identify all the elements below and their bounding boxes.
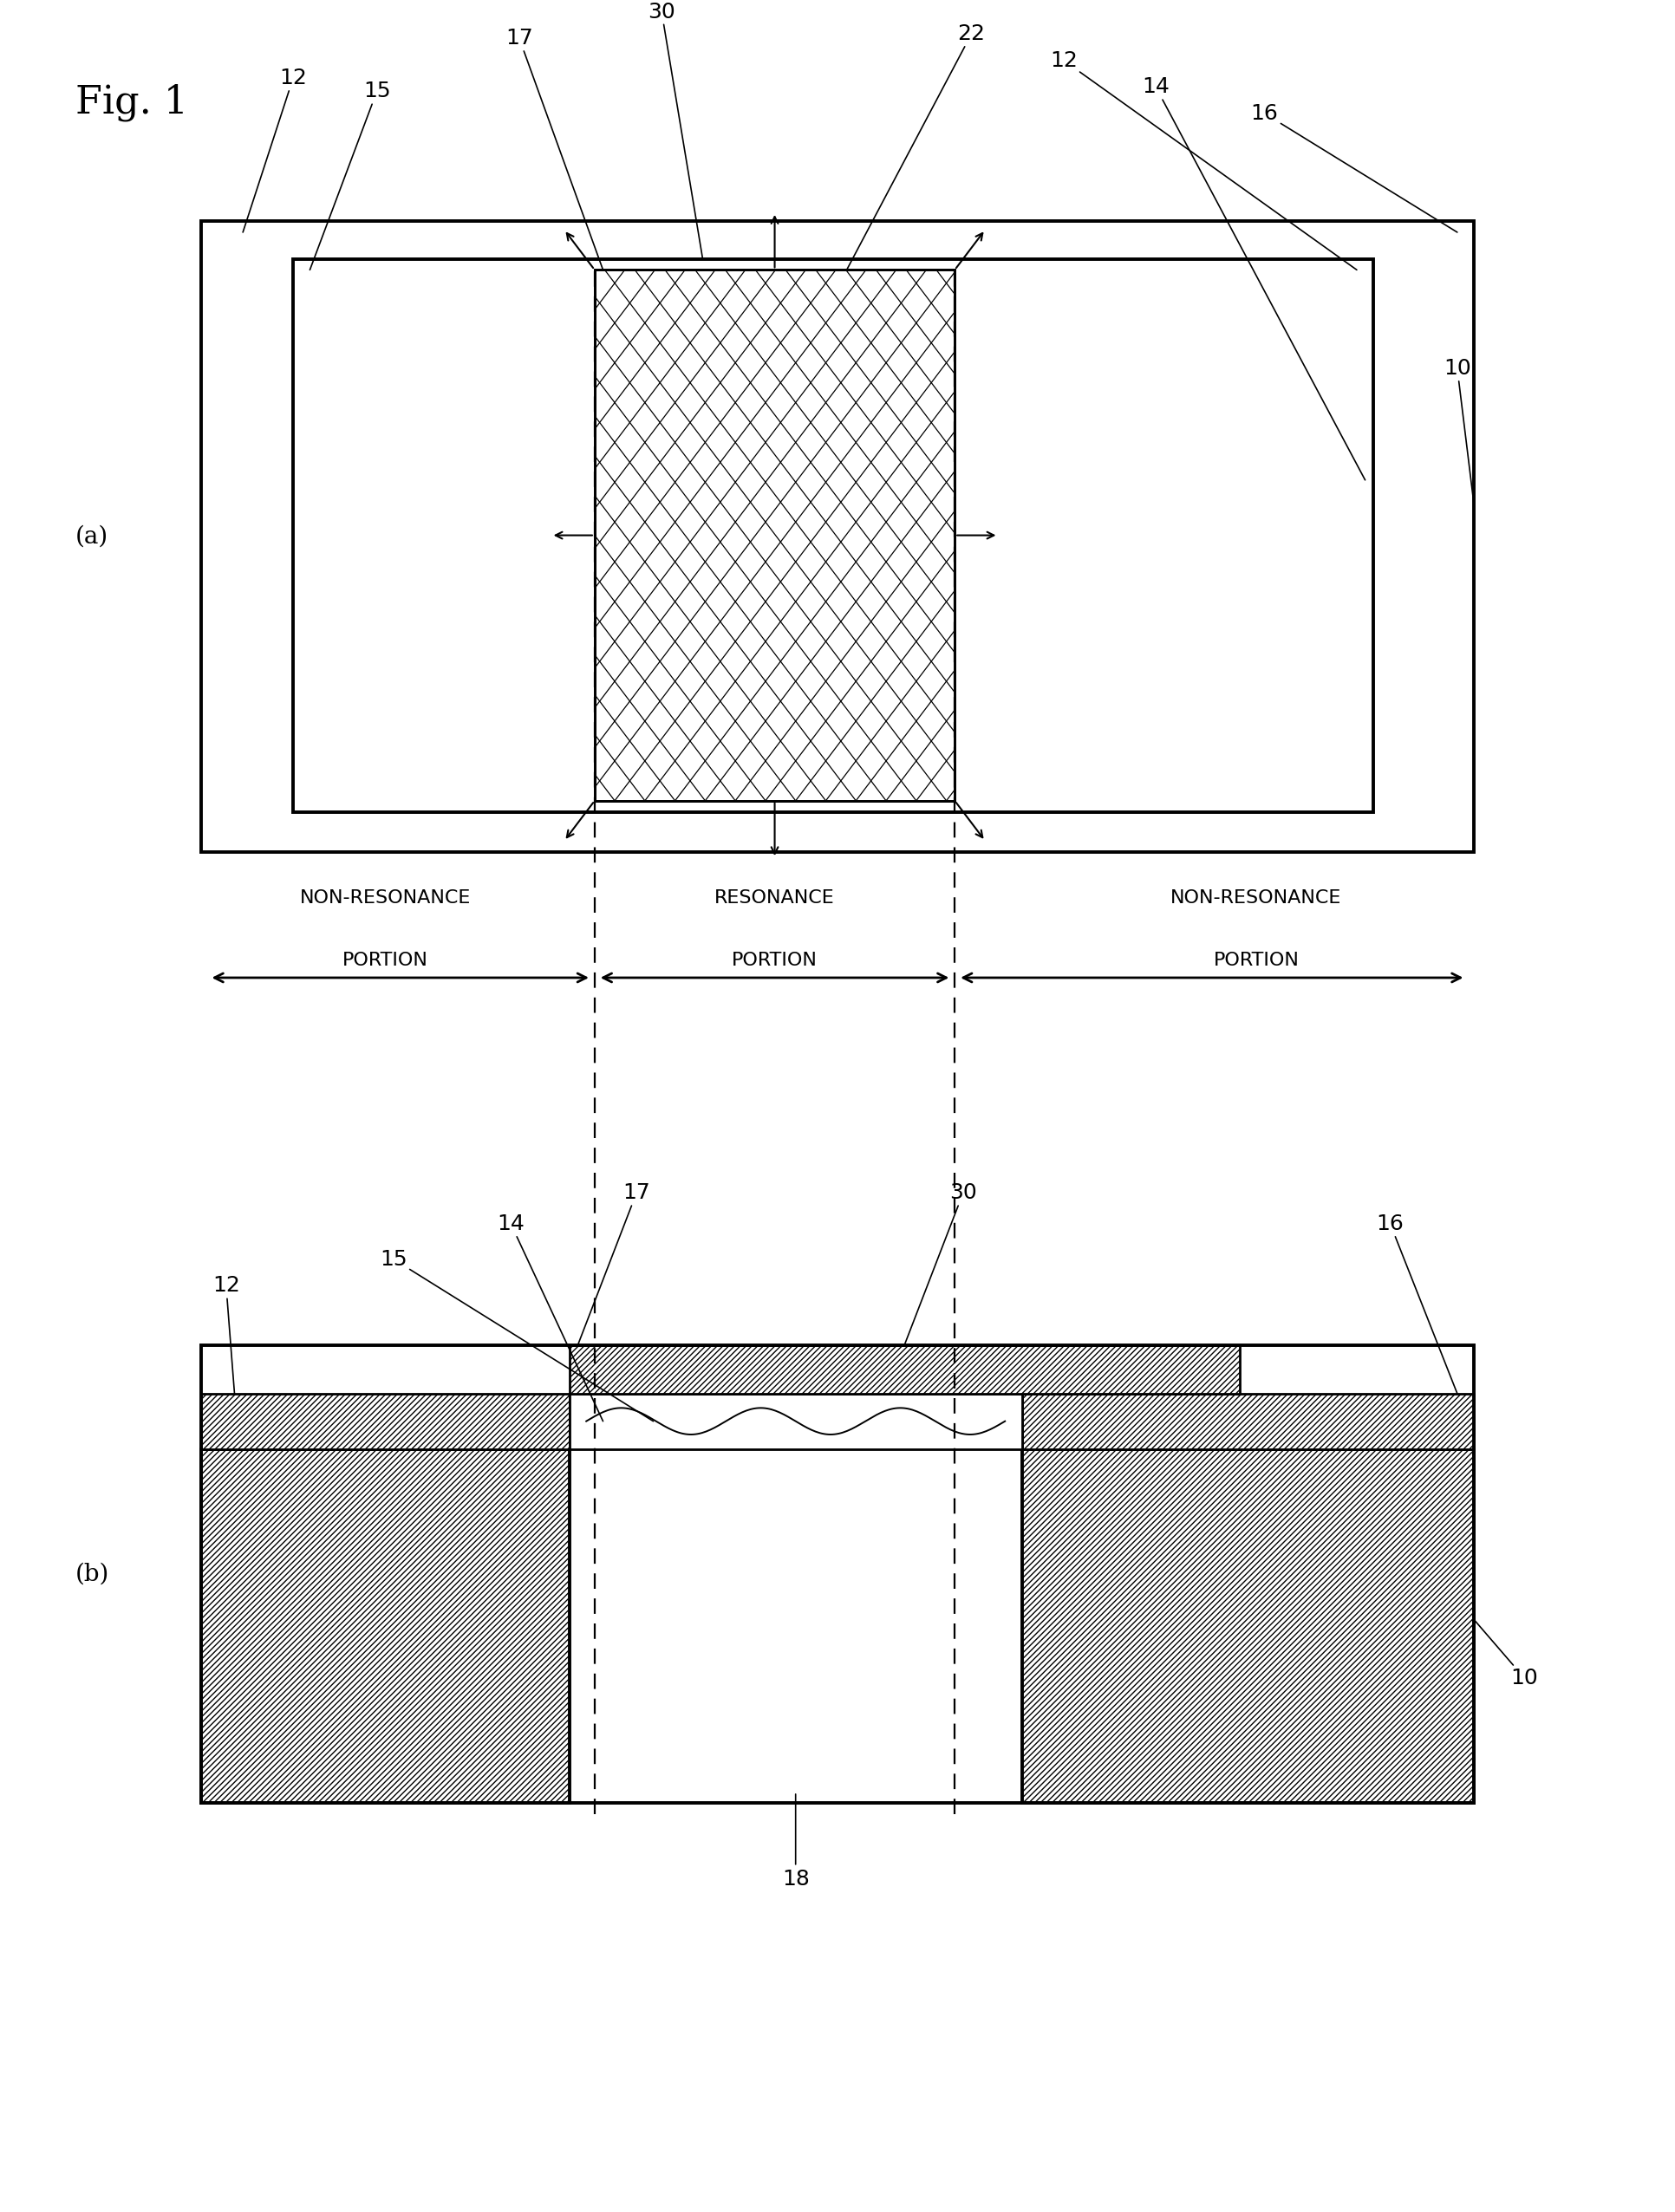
Text: 18: 18 (782, 1794, 809, 1889)
Text: 30: 30 (904, 1183, 977, 1345)
Text: 10: 10 (1444, 358, 1474, 504)
Text: 12: 12 (213, 1276, 240, 1394)
Text: 16: 16 (1377, 1214, 1457, 1394)
Bar (201, 1345, 1474, 1803)
Text: 12: 12 (243, 69, 307, 232)
Text: RESONANCE: RESONANCE (715, 889, 834, 907)
Bar (293, 259, 1374, 812)
Text: NON-RESONANCE: NON-RESONANCE (1171, 889, 1342, 907)
Bar (595, 270, 955, 801)
Text: 14: 14 (497, 1214, 603, 1422)
Text: 30: 30 (648, 2, 703, 259)
Bar (201, 221, 1474, 852)
Text: 16: 16 (1251, 104, 1457, 232)
Bar (570, 1345, 1239, 1394)
Bar (201, 1394, 570, 1449)
Text: Fig. 1: Fig. 1 (75, 84, 188, 122)
Bar (1022, 1394, 1474, 1449)
Text: (b): (b) (75, 1562, 109, 1586)
Bar (595, 270, 955, 801)
Text: 10: 10 (1474, 1619, 1538, 1688)
Text: PORTION: PORTION (342, 951, 429, 969)
Bar (201, 1449, 570, 1803)
Bar (595, 270, 955, 801)
Bar (570, 1394, 1022, 1449)
Text: NON-RESONANCE: NON-RESONANCE (300, 889, 471, 907)
Text: 17: 17 (578, 1183, 650, 1345)
Text: 14: 14 (1142, 77, 1365, 480)
Text: (a): (a) (75, 524, 109, 549)
Bar (1022, 1449, 1474, 1803)
Text: 15: 15 (380, 1250, 653, 1422)
Text: 22: 22 (846, 24, 985, 270)
Text: 17: 17 (506, 29, 603, 270)
Text: PORTION: PORTION (1213, 951, 1300, 969)
Text: PORTION: PORTION (732, 951, 817, 969)
Text: 15: 15 (310, 82, 390, 270)
Text: 12: 12 (1050, 51, 1357, 270)
